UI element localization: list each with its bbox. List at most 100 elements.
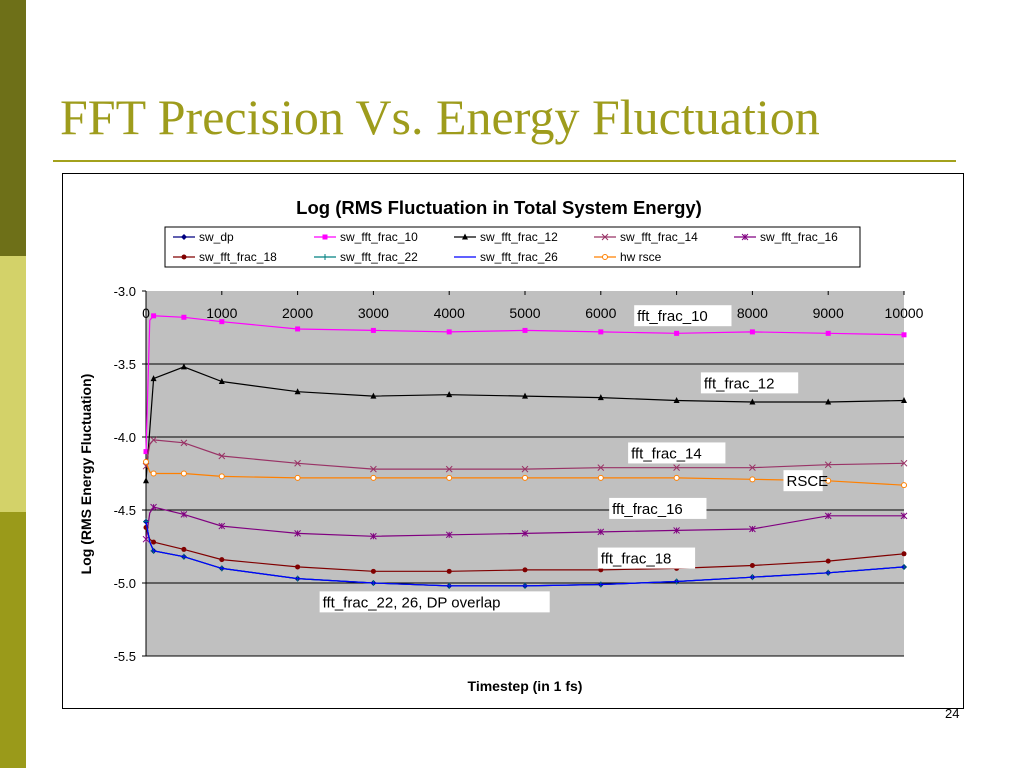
data-point — [825, 398, 832, 405]
data-point — [673, 474, 680, 481]
legend-swatch-marker — [322, 234, 328, 240]
legend-label: sw_fft_frac_14 — [620, 230, 698, 244]
data-point — [598, 329, 604, 335]
data-point — [219, 319, 225, 325]
legend-swatch-marker — [601, 233, 609, 241]
x-tick-label: 0 — [142, 305, 150, 321]
data-point — [295, 326, 301, 332]
series-sw_fft_frac_16 — [142, 503, 908, 543]
data-point — [901, 551, 907, 557]
data-point — [218, 452, 226, 460]
data-point — [294, 530, 301, 537]
annotation-label: fft_frac_18 — [601, 551, 672, 568]
data-point — [181, 546, 187, 552]
annotation: fft_frac_18 — [597, 547, 696, 569]
legend-box — [164, 226, 861, 268]
data-point — [749, 525, 756, 533]
legend-entry: sw_fft_frac_26 — [454, 250, 558, 264]
annotation-label: fft_frac_16 — [612, 501, 683, 518]
data-point — [521, 530, 529, 537]
data-point — [445, 531, 453, 539]
y-tick-label: -4.5 — [114, 503, 136, 518]
data-point — [673, 397, 680, 403]
annotation: fft_frac_14 — [628, 442, 726, 464]
data-point — [218, 473, 225, 480]
series-line — [145, 461, 905, 486]
series-line — [145, 527, 905, 572]
data-point — [294, 474, 301, 481]
data-point — [749, 329, 755, 335]
sidebar-band-top — [0, 0, 26, 256]
annotation-label: RSCE — [787, 473, 829, 490]
x-tick-label: 2000 — [282, 305, 313, 321]
data-point — [180, 470, 187, 477]
annotation-label: fft_frac_14 — [631, 445, 702, 462]
data-point — [825, 558, 831, 564]
legend-label: sw_fft_frac_26 — [480, 250, 558, 264]
data-point — [294, 459, 301, 467]
data-point — [522, 567, 528, 573]
data-point — [749, 476, 756, 483]
data-point — [674, 330, 680, 336]
data-point — [180, 439, 188, 447]
y-tick-label: -5.5 — [114, 649, 136, 664]
data-point — [370, 474, 377, 481]
data-point — [749, 398, 756, 405]
data-point — [151, 313, 157, 319]
data-point — [673, 464, 680, 472]
data-point — [824, 461, 832, 469]
data-point — [901, 397, 907, 403]
annotation-box — [597, 547, 696, 569]
data-point — [446, 391, 453, 398]
data-point — [521, 465, 529, 473]
data-point — [295, 564, 301, 570]
data-point — [143, 458, 149, 465]
legend-label: sw_fft_frac_10 — [340, 230, 418, 244]
annotations-group: fft_frac_10 fft_frac_12 fft_frac_14 RSCE fft… — [319, 305, 829, 613]
data-point — [151, 539, 157, 545]
series-sw_fft_frac_12 — [143, 363, 907, 484]
x-tick-label: 8000 — [737, 305, 768, 321]
page-number: 24 — [945, 706, 960, 721]
x-tick-label: 9000 — [813, 305, 844, 321]
series-line — [145, 521, 905, 587]
legend-entry: sw_fft_frac_22 — [314, 250, 418, 264]
series-line — [145, 315, 905, 452]
series-line — [145, 506, 904, 540]
series-sw_fft_frac_14 — [142, 436, 908, 473]
data-point — [749, 562, 755, 568]
data-point — [218, 522, 226, 530]
data-point — [825, 330, 831, 336]
data-point — [597, 464, 605, 472]
sidebar-band-bottom — [0, 512, 26, 768]
data-point — [370, 532, 377, 540]
chart-frame: Log (RMS Fluctuation in Total System Ene… — [62, 173, 964, 709]
legend-entry: sw_fft_frac_14 — [594, 230, 698, 244]
data-point — [900, 512, 908, 520]
x-tick-label: 4000 — [434, 305, 465, 321]
y-axis-ticks: -3.0 -3.5 -4.0 -4.5 -5.0 -5.5 — [114, 284, 146, 664]
data-point — [445, 465, 453, 473]
series-group — [142, 313, 908, 589]
data-point — [901, 332, 907, 338]
series-sw_fft_frac_18 — [143, 525, 907, 574]
data-point — [522, 474, 528, 481]
data-point — [370, 568, 376, 574]
annotation-box — [700, 372, 799, 394]
sidebar-band-middle — [0, 256, 26, 512]
annotation: RSCE — [783, 470, 829, 492]
legend-entry: sw_fft_frac_10 — [314, 230, 418, 244]
x-tick-label: 6000 — [585, 305, 616, 321]
data-point — [143, 449, 149, 455]
series-sw_fft_frac_26 — [145, 521, 905, 587]
data-point — [446, 474, 453, 481]
data-point — [142, 535, 150, 543]
chart-title: Log (RMS Fluctuation in Total System Ene… — [296, 197, 702, 218]
legend-label: sw_dp — [199, 230, 234, 244]
series-line — [145, 439, 905, 470]
data-point — [150, 436, 157, 444]
annotation: fft_frac_12 — [700, 372, 799, 394]
data-point — [218, 378, 225, 385]
y-tick-label: -5.0 — [114, 576, 136, 591]
data-point — [824, 512, 832, 520]
